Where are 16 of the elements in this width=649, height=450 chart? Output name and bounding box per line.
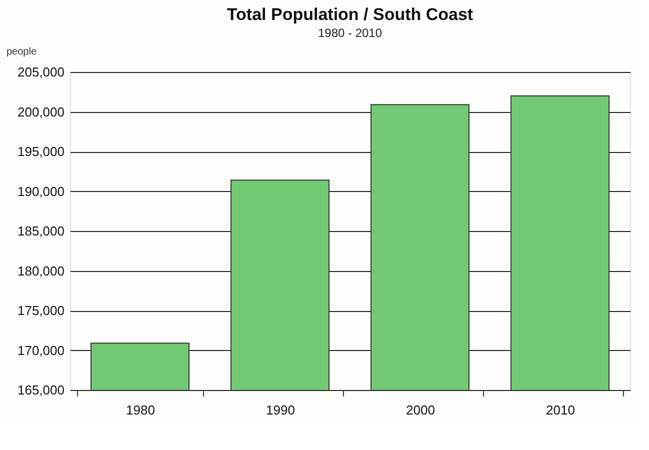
chart-title: Total Population / South Coast bbox=[226, 5, 474, 24]
y-tick-label: 170,000 bbox=[18, 342, 64, 358]
x-tick-label: 2000 bbox=[406, 402, 435, 418]
y-tick-label: 195,000 bbox=[18, 144, 64, 159]
y-tick-label: 205,000 bbox=[18, 64, 64, 80]
x-tick-label: 2010 bbox=[546, 402, 575, 418]
x-tick-label: 1980 bbox=[126, 402, 155, 418]
y-tick-label: 165,000 bbox=[18, 382, 64, 398]
y-axis-title: people bbox=[6, 46, 37, 58]
y-tick-label: 185,000 bbox=[18, 224, 64, 238]
chart-subtitle: 1980 - 2010 bbox=[318, 26, 382, 40]
y-tick-label: 175,000 bbox=[18, 303, 64, 318]
y-tick-label: 190,000 bbox=[18, 184, 64, 199]
y-tick-label: 180,000 bbox=[18, 263, 64, 278]
y-tick-label: 200,000 bbox=[18, 104, 64, 120]
x-tick-label: 1990 bbox=[266, 402, 295, 418]
